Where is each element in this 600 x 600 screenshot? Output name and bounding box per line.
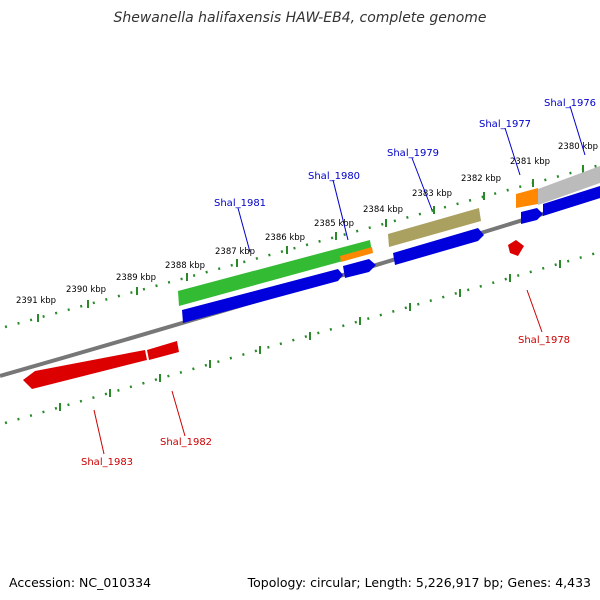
cds-shal-1979[interactable]: [393, 228, 484, 265]
cds-shal-1978[interactable]: [508, 240, 524, 256]
scale-labels: 2380 kbp 2381 kbp 2382 kbp 2383 kbp 2384…: [16, 142, 598, 306]
cds-shal-1982[interactable]: [147, 341, 179, 360]
gene-label-shal-1982[interactable]: Shal_1982: [160, 437, 212, 448]
gene-label-shal-1976[interactable]: Shal_1976: [544, 98, 596, 109]
genome-title: Shewanella halifaxensis HAW-EB4, complet…: [113, 10, 487, 26]
cds-shal-1981[interactable]: [182, 269, 343, 323]
reverse-gene-labels: Shal_1978 Shal_1982 Shal_1983: [81, 335, 570, 468]
scale-label: 2382 kbp: [461, 174, 501, 184]
gene-label-shal-1978[interactable]: Shal_1978: [518, 335, 570, 346]
feature-olive: [388, 208, 481, 247]
gene-label-shal-1983[interactable]: Shal_1983: [81, 457, 133, 468]
scale-label: 2388 kbp: [165, 261, 205, 271]
label-leaders-forward: [237, 105, 586, 253]
cds-shal-1983[interactable]: [23, 350, 147, 389]
scale-label: 2384 kbp: [363, 205, 403, 215]
forward-gene-labels: Shal_1976 Shal_1977 Shal_1979 Shal_1980 …: [214, 98, 596, 209]
scale-label: 2385 kbp: [314, 219, 354, 229]
feature-green: [178, 240, 372, 306]
gene-label-shal-1977[interactable]: Shal_1977: [479, 119, 531, 130]
feature-gray: [538, 166, 600, 205]
scale-label: 2383 kbp: [412, 189, 452, 199]
scale-label: 2386 kbp: [265, 233, 305, 243]
gene-label-shal-1979[interactable]: Shal_1979: [387, 148, 439, 159]
cds-shal-1980[interactable]: [343, 259, 376, 278]
forward-cds-track: [182, 186, 600, 323]
cds-shal-1977[interactable]: [521, 208, 543, 224]
feature-orange-small: [340, 247, 373, 262]
scale-label: 2389 kbp: [116, 273, 156, 283]
upper-major-ticks: [37, 165, 584, 322]
scale-label: 2390 kbp: [66, 285, 106, 295]
genome-summary-text: Topology: circular; Length: 5,226,917 bp…: [247, 575, 591, 590]
label-leaders-reverse: [93, 289, 543, 455]
gene-label-shal-1981[interactable]: Shal_1981: [214, 198, 266, 209]
gene-label-shal-1980[interactable]: Shal_1980: [308, 171, 360, 182]
scale-label: 2381 kbp: [510, 157, 550, 167]
scale-label: 2391 kbp: [16, 296, 56, 306]
cds-shal-1976[interactable]: [543, 186, 600, 216]
feature-track-upper: [178, 166, 600, 306]
feature-orange: [516, 188, 538, 208]
scale-label: 2380 kbp: [558, 142, 598, 152]
accession-text: Accession: NC_010334: [9, 575, 152, 590]
lower-major-ticks: [59, 260, 561, 411]
reverse-cds-track: [23, 240, 524, 389]
scale-label: 2387 kbp: [215, 247, 255, 257]
